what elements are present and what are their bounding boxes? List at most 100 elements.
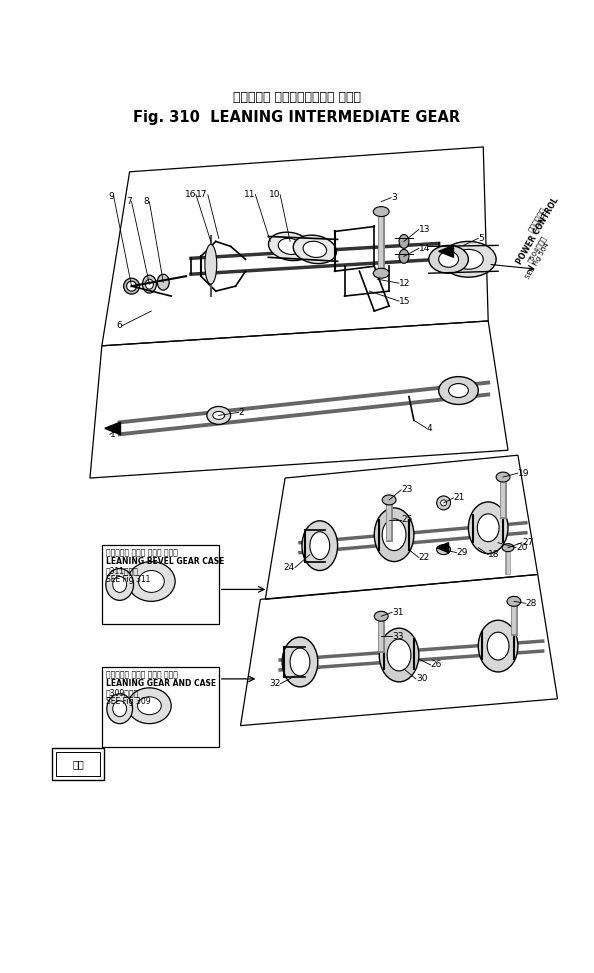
Ellipse shape (138, 570, 165, 593)
Text: リーニング ギャー アンド ケース: リーニング ギャー アンド ケース (106, 670, 178, 679)
Text: 29: 29 (457, 548, 468, 558)
Text: 3: 3 (391, 194, 397, 202)
Ellipse shape (213, 412, 225, 419)
Text: 第311図参照: 第311図参照 (106, 566, 138, 575)
Text: 9: 9 (108, 192, 113, 201)
Ellipse shape (157, 274, 169, 290)
Ellipse shape (146, 279, 153, 289)
Text: 鈴力: 鈴力 (72, 759, 84, 770)
Ellipse shape (207, 407, 230, 424)
Text: 32: 32 (268, 679, 280, 688)
Text: 1: 1 (110, 430, 115, 439)
Text: 第309図参照: 第309図参照 (106, 688, 139, 698)
Ellipse shape (113, 701, 127, 717)
Ellipse shape (290, 648, 310, 676)
Text: 8: 8 (144, 198, 150, 206)
Text: 20: 20 (516, 543, 527, 552)
Ellipse shape (106, 568, 134, 600)
Text: 7: 7 (126, 198, 131, 206)
Ellipse shape (310, 531, 330, 559)
Text: 33: 33 (392, 631, 403, 640)
Text: 21: 21 (454, 493, 465, 502)
Ellipse shape (507, 596, 521, 606)
Polygon shape (105, 422, 119, 434)
Text: 10: 10 (268, 190, 280, 199)
Text: 4: 4 (426, 424, 432, 433)
Text: 24: 24 (284, 563, 295, 572)
Polygon shape (437, 543, 448, 553)
Text: 26: 26 (431, 661, 442, 669)
Text: 11: 11 (244, 190, 255, 199)
Ellipse shape (302, 521, 337, 570)
Ellipse shape (282, 637, 318, 687)
Ellipse shape (438, 251, 459, 268)
Text: 第504図参照: 第504図参照 (527, 234, 548, 264)
Text: 27: 27 (522, 538, 533, 547)
Ellipse shape (143, 275, 156, 293)
Ellipse shape (382, 519, 406, 551)
Ellipse shape (127, 281, 137, 291)
Text: LEANING BEVEL GEAR CASE: LEANING BEVEL GEAR CASE (106, 558, 224, 566)
Ellipse shape (303, 241, 327, 258)
Ellipse shape (374, 508, 414, 561)
Text: リーニング ベベル ギャー ケース: リーニング ベベル ギャー ケース (106, 548, 178, 558)
Ellipse shape (374, 611, 388, 621)
Bar (102, 545, 219, 625)
Ellipse shape (437, 545, 451, 555)
Text: 5: 5 (478, 234, 484, 243)
Text: 6: 6 (116, 321, 122, 331)
Text: 25: 25 (401, 516, 412, 524)
Ellipse shape (293, 235, 336, 264)
Ellipse shape (373, 206, 389, 217)
Text: LEANING GEAR AND CASE: LEANING GEAR AND CASE (106, 679, 216, 688)
Ellipse shape (379, 629, 419, 682)
Text: 19: 19 (518, 469, 529, 478)
Ellipse shape (437, 496, 451, 510)
Text: リーニング インタメジェート ギャー: リーニング インタメジェート ギャー (233, 90, 361, 104)
Text: SEE Fig 311: SEE Fig 311 (106, 575, 150, 584)
Ellipse shape (128, 561, 175, 601)
Text: 31: 31 (392, 608, 403, 617)
Ellipse shape (448, 383, 469, 398)
Ellipse shape (399, 234, 409, 248)
Text: コントロール: コントロール (527, 205, 549, 234)
Text: 17: 17 (197, 190, 208, 199)
Ellipse shape (496, 472, 510, 482)
Ellipse shape (441, 241, 496, 277)
Text: 14: 14 (419, 244, 430, 253)
Ellipse shape (124, 278, 140, 294)
Ellipse shape (487, 632, 509, 660)
Polygon shape (438, 245, 454, 257)
Text: 2: 2 (239, 408, 244, 416)
Text: POWER CONTROL: POWER CONTROL (515, 197, 561, 267)
Text: 13: 13 (419, 225, 430, 234)
Ellipse shape (469, 502, 508, 554)
Ellipse shape (382, 495, 396, 505)
Text: 22: 22 (419, 553, 430, 562)
Text: 30: 30 (416, 674, 427, 683)
Bar (102, 667, 219, 746)
Text: 23: 23 (401, 486, 412, 494)
Ellipse shape (205, 244, 217, 284)
Ellipse shape (478, 620, 518, 672)
Ellipse shape (441, 500, 447, 506)
Ellipse shape (128, 688, 171, 724)
Bar (56, 752, 100, 776)
Text: 28: 28 (526, 598, 537, 608)
Ellipse shape (113, 576, 127, 593)
Ellipse shape (478, 514, 499, 542)
Ellipse shape (429, 245, 469, 273)
Ellipse shape (137, 697, 162, 715)
Text: 15: 15 (399, 297, 410, 306)
Ellipse shape (399, 249, 409, 264)
Ellipse shape (438, 377, 478, 405)
Text: 12: 12 (399, 278, 410, 288)
Ellipse shape (278, 238, 302, 255)
Ellipse shape (454, 249, 484, 270)
Text: SEE Fig 309: SEE Fig 309 (106, 698, 150, 706)
Text: 16: 16 (185, 190, 196, 199)
Ellipse shape (502, 544, 514, 552)
Ellipse shape (107, 694, 132, 724)
Text: Fig. 310  LEANING INTERMEDIATE GEAR: Fig. 310 LEANING INTERMEDIATE GEAR (134, 110, 460, 125)
Text: SEE Fig 504: SEE Fig 504 (525, 242, 551, 280)
